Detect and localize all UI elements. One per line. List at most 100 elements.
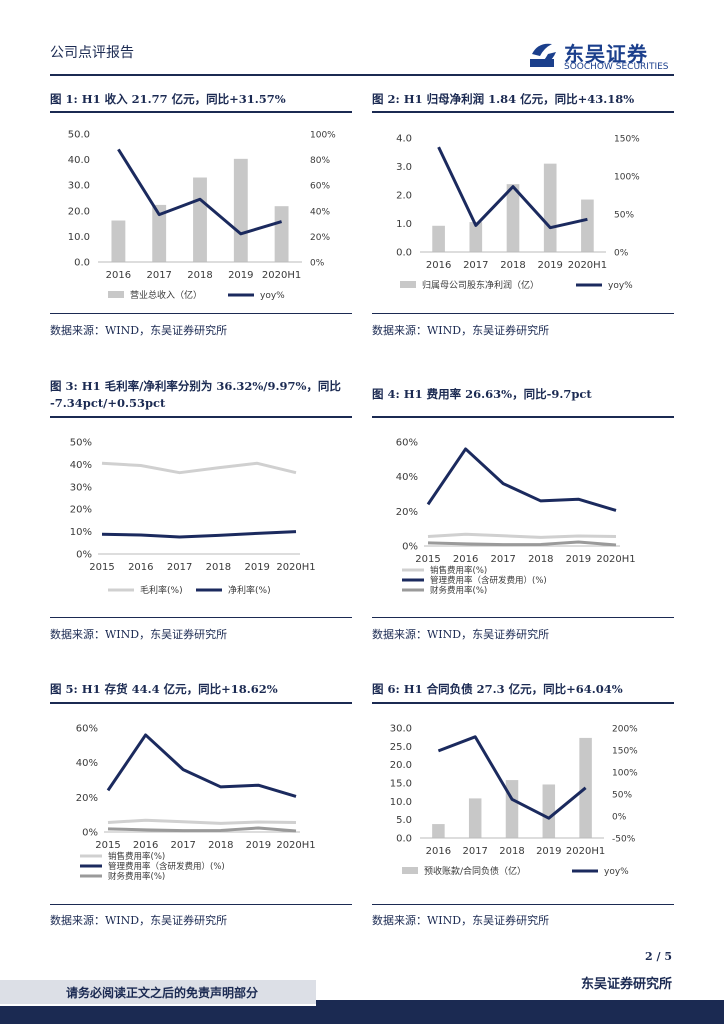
chart-svg: 0% 10% 20% 30% 40% 50% 2015 2016 2017 2018 2019 202… [70,438,316,597]
series-line [106,733,297,798]
figure-4-title: 图 4: H1 费用率 26.63%，同比-9.7pct [372,387,592,401]
x-tick-label: 2018 [528,554,553,565]
x-tick-label: 2020H1 [276,562,315,573]
figure-1-top-rule [50,111,352,113]
left-axis-tick-label: 15.0 [390,779,412,790]
left-axis-tick-label: 30.0 [68,181,90,192]
logo-cn-text: 东吴证券 [564,42,648,66]
x-tick-label: 2019 [244,562,269,573]
legend-label: 销售费用率(%) [430,565,487,576]
figure-2-bottom-rule [372,313,674,314]
x-tick-label: 2018 [187,270,212,281]
right-axis-tick-label: 150% [614,135,640,145]
figure-1-source: 数据来源：WIND，东吴证券研究所 [50,324,228,337]
left-axis-tick-label: 25.0 [390,742,412,753]
figure-3-bottom-rule [50,617,352,618]
bar [505,780,519,838]
x-tick-label: 2020H1 [566,846,605,857]
left-axis-tick-label: 20.0 [68,206,90,217]
series-line-yoy [117,148,283,236]
y-axis-tick-label: 20% [76,793,98,804]
right-axis-tick-label: 200% [612,725,638,735]
figure-3-title-line2: -7.34pct/+0.53pct [50,396,166,410]
legend-swatch-bar [400,281,416,288]
y-axis-tick-label: 20% [70,505,92,516]
right-axis-tick-label: 150% [612,747,638,757]
left-axis-tick-label: 10.0 [68,232,90,243]
figure-3-source: 数据来源：WIND，东吴证券研究所 [50,628,228,641]
x-tick-label: 2017 [462,846,487,857]
y-axis-tick-label: 40% [76,758,98,769]
legend-swatch-bar [402,867,418,874]
left-axis-tick-label: 0.0 [396,834,412,845]
figure-2-top-rule [372,111,674,113]
bar [468,798,482,838]
right-axis-tick-label: 100% [310,131,336,141]
figure-5-source: 数据来源：WIND，东吴证券研究所 [50,914,228,927]
y-axis-tick-label: 20% [396,507,418,518]
legend-label-bar: 预收账款/合同负债（亿） [424,865,526,877]
figure-4-bottom-rule [372,617,674,618]
figure-3-title-line1: 图 3: H1 毛利率/净利率分别为 36.32%/9.97%，同比 [50,379,341,393]
figure-1-bottom-rule [50,313,352,314]
y-axis-tick-label: 0% [76,550,92,561]
legend-label: 财务费用率(%) [430,585,487,596]
y-axis-tick-label: 50% [70,438,92,449]
series-line [101,530,297,539]
left-axis-tick-label: 10.0 [390,797,412,808]
figure-5-top-rule [50,702,352,704]
chart-svg: 0% 20% 40% 60% 2015 2016 2017 2018 2019 2020H1 销售费… [76,724,316,883]
x-tick-label: 2017 [170,840,195,851]
bar [111,220,126,262]
series-line-yoy [437,146,588,230]
x-tick-label: 2018 [208,840,233,851]
bar [469,222,483,252]
x-tick-label: 2018 [206,562,231,573]
footer-strip-top [316,1000,724,1006]
section-label: 公司点评报告 [50,45,134,61]
figure-5-bottom-rule [50,904,352,905]
left-axis-tick-label: 50.0 [68,130,90,141]
right-axis-tick-label: 20% [310,233,330,243]
right-axis-tick-label: 100% [612,769,638,779]
logo-mark-icon [530,43,556,67]
right-axis-tick-label: 80% [310,156,330,166]
legend-label-bar: 归属母公司股东净利润（亿） [422,279,539,291]
left-axis-tick-label: 4.0 [396,134,412,145]
figure-1-title: 图 1: H1 收入 21.77 亿元，同比+31.57% [50,92,286,106]
legend-label: 销售费用率(%) [108,851,165,862]
legend-label-line: yoy% [608,281,633,291]
x-tick-label: 2020H1 [276,840,315,851]
legend-label: 管理费用率（含研发费用）(%) [430,575,547,586]
left-axis-tick-label: 0.0 [396,248,412,259]
legend-label: 净利率(%) [228,584,271,596]
right-axis-tick-label: -50% [612,835,636,845]
bar [193,177,207,262]
chart-svg: 0% 20% 40% 60% 2015 2016 2017 2018 2019 2020H1 销售费… [396,438,636,597]
figure-5-chart: 0% 20% 40% 60% 2015 2016 2017 2018 2019 2020H1 销售费… [50,706,352,900]
left-axis-tick-label: 2.0 [396,191,412,202]
x-tick-label: 2015 [89,562,114,573]
bar [152,204,167,262]
figure-2-title: 图 2: H1 归母净利润 1.84 亿元，同比+43.18% [372,92,635,106]
figure-2-source: 数据来源：WIND，东吴证券研究所 [372,324,550,337]
y-axis-tick-label: 10% [70,527,92,538]
x-tick-label: 2019 [566,554,591,565]
figure-6-bottom-rule [372,904,674,905]
brand-logo: 东吴证券 SOOCHOW SECURITIES [528,40,674,72]
x-tick-label: 2019 [246,840,271,851]
y-axis-tick-label: 0% [82,828,98,839]
chart-svg: 0.0 5.0 10.0 15.0 20.0 25.0 30.0 -50% 0% 50% 100% 1… [390,724,638,878]
left-axis-tick-label: 20.0 [390,760,412,771]
left-axis-tick-label: 1.0 [396,219,412,230]
bar [506,184,520,252]
legend-label-line: yoy% [260,291,285,301]
left-axis-tick-label: 40.0 [68,155,90,166]
x-tick-label: 2015 [415,554,440,565]
figure-6-top-rule [372,702,674,704]
figure-3-top-rule [50,416,352,418]
figure-4-source: 数据来源：WIND，东吴证券研究所 [372,628,550,641]
legend-label-line: yoy% [604,867,629,877]
x-tick-label: 2016 [426,846,451,857]
x-tick-label: 2016 [128,562,153,573]
